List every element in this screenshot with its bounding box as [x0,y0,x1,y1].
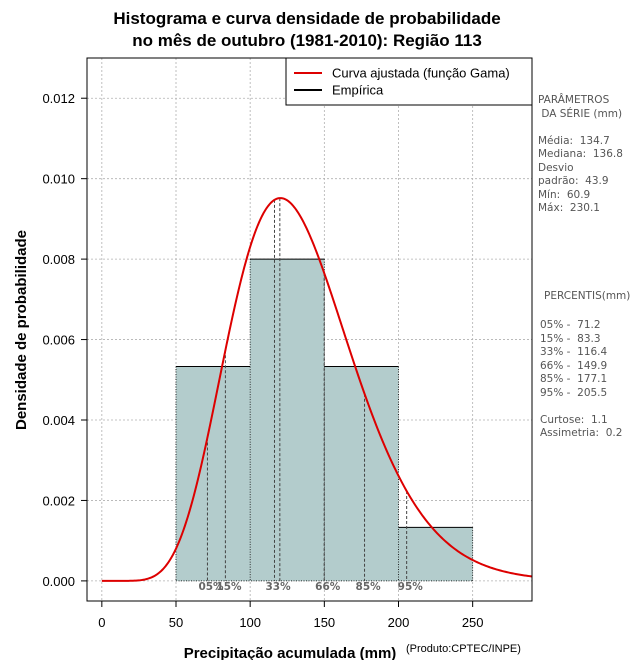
stat-skewness: Assimetria: 0.2 [540,427,623,439]
histogram-bar-3 [398,527,473,581]
percentile-33: 33% - 116.4 [540,346,608,358]
series-parameters-panel: PARÂMETROS DA SÉRIE (mm) Média: 134.7 Med… [538,94,623,216]
x-tick-label-1: 50 [169,615,183,630]
product-credit: (Produto:CPTEC/INPE) [406,643,521,655]
parameters-heading: PARÂMETROS [538,94,610,106]
percentile-label-95%: 95% [398,581,424,593]
legend-box [285,57,533,106]
gamma-curve-line [101,197,533,582]
legend-label-1: Empírica [332,83,384,98]
x-tick-label-2: 100 [239,615,261,630]
percentile-95: 95% - 205.5 [540,386,608,399]
chart-title-line2: no mês de outubro (1981-2010): Região 11… [132,31,482,50]
percentile-label-33%: 33% [265,581,291,593]
percentiles-panel: 05% - 71.2 15% - 83.3 33% - 116.4 66% - 149… [540,319,622,441]
percentile-05: 05% - 71.2 [540,319,601,331]
stat-sd-label: Desvio [538,161,574,174]
percentile-label-66%: 66% [315,581,341,593]
x-tick-label-3: 150 [313,615,335,630]
y-tick-label-2: 0.004 [42,413,75,428]
stat-max: Máx: 230.1 [538,202,600,214]
percentile-markers: 05%15% 33% 66% 85% 95% [198,198,423,593]
histogram-bar-0 [176,366,251,581]
stat-median: Mediana: 136.8 [538,148,623,160]
stat-kurtosis: Curtose: 1.1 [540,413,608,426]
percentile-66: 66% - 149.9 [540,359,608,372]
percentile-15: 15% - 83.3 [540,332,601,345]
percentile-label-15%: 15% [216,581,242,593]
x-axis-label: Precipitação acumulada (mm) [184,645,397,660]
percentile-label-05%: 05% [198,581,224,593]
stat-mean: Média: 134.7 [538,134,610,147]
axes: 0 50 100 150 200 250 0.000 0.002 0.004 0.006 0.008… [42,91,483,630]
percentile-85: 85% - 177.1 [540,373,608,385]
chart-title-line1: Histograma e curva densidade de probabil… [113,9,500,28]
y-tick-label-6: 0.012 [42,91,75,106]
histogram-bars [175,258,474,582]
fitted-curve [101,197,533,582]
legend: Curva ajustada (função Gama) Empírica [285,57,533,106]
x-tick-label-4: 200 [388,615,410,630]
stat-sd: padrão: 43.9 [538,175,609,187]
percentile-label-85%: 85% [356,581,382,593]
histogram-bar-1 [250,259,325,581]
stat-min: Mín: 60.9 [538,188,591,201]
y-tick-label-0: 0.000 [42,574,75,589]
legend-label-0: Curva ajustada (função Gama) [332,66,510,81]
y-tick-label-4: 0.008 [42,252,75,267]
histogram-bar-2 [324,366,399,581]
x-tick-label-0: 0 [98,615,105,630]
percentiles-heading: PERCENTIS(mm) [544,290,631,302]
y-tick-label-3: 0.006 [42,333,75,348]
parameters-subheading: DA SÉRIE (mm) [538,107,623,120]
y-axis-label: Densidade de probabilidade [13,230,30,430]
x-tick-label-5: 250 [462,615,484,630]
y-tick-label-1: 0.002 [42,493,75,508]
y-tick-label-5: 0.010 [42,172,75,187]
